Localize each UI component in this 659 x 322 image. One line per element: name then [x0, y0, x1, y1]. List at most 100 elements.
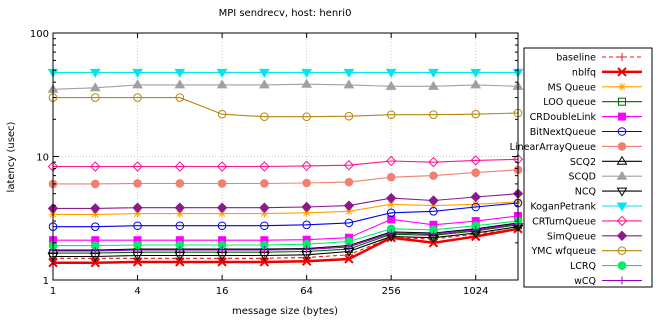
legend-entry: KoganPetrank: [530, 202, 642, 213]
series-lineararrayqueue: [48, 165, 523, 189]
legend-label: YMC wfqueue: [530, 246, 596, 257]
data-point: [90, 179, 100, 189]
data-point: [471, 225, 480, 234]
legend-entry: nblfq: [572, 67, 642, 78]
data-point: [301, 256, 312, 266]
legend-marker: [616, 170, 628, 180]
series-line: [53, 97, 519, 118]
data-point: [429, 206, 438, 216]
data-point: [259, 161, 270, 172]
data-point: [387, 215, 396, 224]
data-point: [89, 82, 101, 92]
legend-marker: [616, 215, 628, 227]
data-point: [471, 109, 481, 119]
data-point: [90, 93, 100, 102]
data-point: [174, 202, 186, 213]
data-point: [386, 208, 396, 218]
y-tick-label: 10: [36, 153, 49, 164]
legend-marker: [618, 276, 626, 285]
data-point: [217, 109, 227, 119]
series-line: [53, 222, 519, 251]
chart-title: MPI sendrecv, host: henri0: [219, 8, 352, 19]
data-point: [216, 161, 228, 172]
data-point: [133, 221, 142, 231]
legend-entry: LinearArrayQueue: [510, 142, 642, 153]
data-point: [216, 68, 228, 78]
data-point: [133, 93, 142, 102]
data-point: [343, 200, 355, 211]
data-point: [91, 210, 100, 219]
series-bitnextqueue: [48, 198, 523, 232]
legend-label: SCQ2: [570, 157, 596, 168]
data-point: [387, 229, 396, 238]
legend-label: SCQD: [569, 172, 596, 183]
data-point: [260, 245, 269, 254]
data-point: [385, 155, 397, 167]
data-point: [175, 221, 185, 231]
legend-entry: baseline: [556, 53, 642, 64]
y-tick-label: 1: [43, 276, 49, 287]
legend-entry: LOO queue: [543, 97, 642, 108]
legend-marker: [617, 261, 627, 270]
series-baseline: [49, 224, 522, 263]
data-point: [258, 68, 270, 78]
data-point: [90, 203, 101, 214]
legend-entry: MS Queue: [548, 82, 642, 93]
data-point: [470, 68, 482, 78]
data-point: [429, 230, 438, 239]
data-point: [343, 79, 355, 89]
data-point: [301, 160, 312, 172]
data-point: [259, 202, 270, 213]
series-line: [52, 83, 519, 90]
data-point: [89, 68, 101, 78]
series-line: [53, 201, 519, 215]
series-line: [53, 193, 519, 209]
data-point: [344, 254, 354, 264]
legend-entry: BitNextQueue: [530, 127, 642, 138]
data-point: [428, 195, 439, 206]
legend-entry: YMC wfqueue: [530, 246, 642, 257]
x-tick-label: 64: [300, 286, 313, 297]
x-tick-label: 4: [134, 286, 140, 297]
series-crturnqueue: [47, 154, 524, 172]
legend-label: CRTurnQueue: [532, 216, 596, 227]
series-koganpetrank: [47, 68, 524, 78]
data-point: [91, 246, 100, 255]
data-point: [216, 79, 228, 89]
series-group: [47, 68, 524, 268]
data-point: [470, 191, 481, 203]
data-point: [132, 257, 143, 267]
data-point: [344, 177, 354, 187]
legend-label: KoganPetrank: [530, 202, 596, 213]
data-point: [132, 68, 143, 78]
data-point: [343, 68, 355, 78]
legend-marker: [617, 127, 627, 136]
legend-label: nblfq: [572, 67, 596, 78]
x-tick-label: 16: [216, 286, 229, 297]
data-point: [174, 161, 186, 172]
data-point: [386, 172, 396, 182]
series-ms-queue: [49, 197, 522, 219]
data-point: [343, 160, 355, 171]
data-point: [302, 208, 311, 217]
data-point: [218, 209, 227, 218]
y-tick-label: 100: [30, 29, 49, 40]
data-point: [301, 78, 313, 88]
data-point: [385, 192, 397, 204]
series-line: [53, 223, 519, 252]
data-point: [344, 218, 354, 228]
axis-ticks: 1 4 16 64 256 1024 1 10 100: [30, 29, 518, 297]
legend-label: LCRQ: [570, 261, 596, 272]
legend-marker: [616, 187, 628, 197]
data-point: [387, 200, 396, 209]
data-point: [429, 171, 438, 180]
legend: baseline nblfq MS Queue LOO queue CRDoubleLi…: [510, 47, 653, 288]
legend-marker: [616, 202, 628, 212]
data-point: [471, 202, 481, 212]
series-line: [53, 228, 519, 259]
legend-entry: NCQ: [575, 187, 642, 198]
legend-entry: wCQ: [574, 276, 642, 287]
data-point: [260, 221, 269, 231]
data-point: [174, 79, 186, 89]
data-point: [90, 258, 100, 268]
